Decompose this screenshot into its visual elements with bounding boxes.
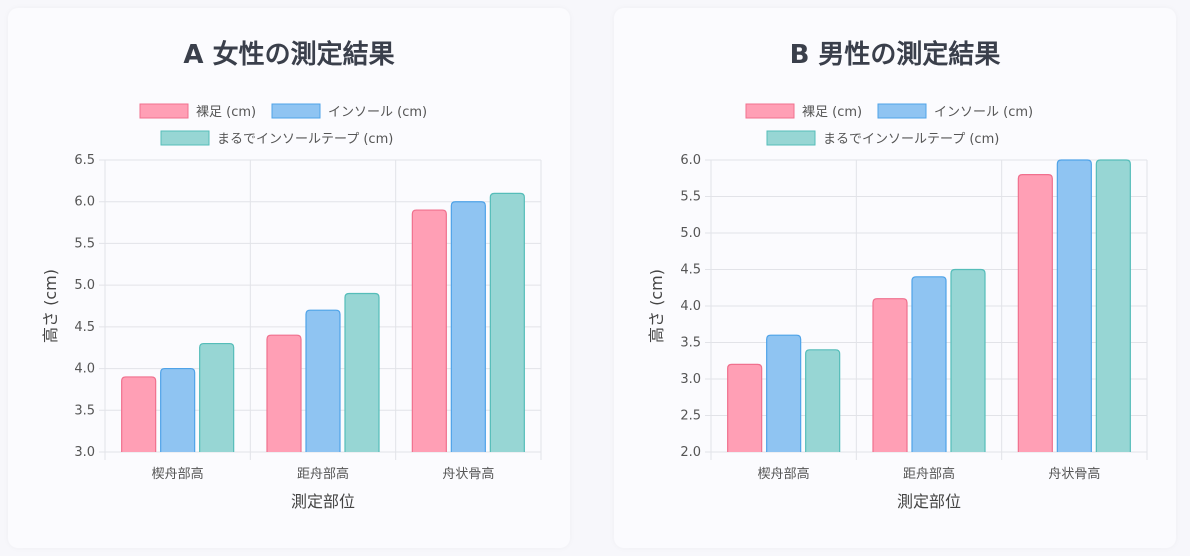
bar-2-2 <box>489 192 525 452</box>
bar-2-2 <box>1095 159 1131 452</box>
x-tick-label: 楔舟部高 <box>758 466 810 482</box>
legend-swatch <box>766 130 816 146</box>
chart-card-b: B 男性の測定結果裸足 (cm) インソール (cm) まるでインソールテープ (c… <box>614 8 1176 548</box>
legend-swatch <box>877 103 927 119</box>
bar-1-2 <box>450 201 486 452</box>
bar-2-1 <box>950 268 986 452</box>
x-tick-label: 距舟部高 <box>297 466 349 482</box>
y-axis-label: 高さ (cm) <box>41 269 60 343</box>
legend-label: まるでインソールテープ (cm) <box>217 132 393 147</box>
chart-title: A 女性の測定結果 <box>183 39 394 70</box>
y-tick-label: 3.0 <box>74 445 95 460</box>
bar-1-1 <box>911 276 947 452</box>
y-axis-label: 高さ (cm) <box>647 269 666 343</box>
bar-1-0 <box>766 334 802 452</box>
bar-2-0 <box>805 349 841 452</box>
legend-label: 裸足 (cm) <box>196 105 256 120</box>
y-tick-label: 5.0 <box>74 278 95 293</box>
x-axis-label: 測定部位 <box>897 492 961 511</box>
legend-label: 裸足 (cm) <box>802 105 862 120</box>
y-tick-label: 6.5 <box>74 153 95 168</box>
bar-0-0 <box>727 363 763 452</box>
y-tick-label: 3.5 <box>680 336 701 351</box>
y-tick-label: 4.5 <box>680 263 701 278</box>
y-tick-label: 5.0 <box>680 226 701 241</box>
legend-label: まるでインソールテープ (cm) <box>823 132 999 147</box>
bar-1-0 <box>160 367 196 452</box>
chart-title: B 男性の測定結果 <box>790 39 1001 70</box>
y-tick-label: 5.5 <box>680 190 701 205</box>
legend-swatch <box>160 130 210 146</box>
bar-1-1 <box>305 309 341 452</box>
y-tick-label: 6.0 <box>680 153 701 168</box>
legend-label: インソール (cm) <box>328 105 427 120</box>
legend-swatch <box>271 103 321 119</box>
x-tick-label: 距舟部高 <box>903 466 955 482</box>
bar-0-0 <box>121 376 157 452</box>
legend-swatch <box>745 103 795 119</box>
y-tick-label: 2.0 <box>680 445 701 460</box>
y-tick-label: 6.0 <box>74 195 95 210</box>
bar-0-2 <box>411 209 447 452</box>
chart-card-a: A 女性の測定結果裸足 (cm) インソール (cm) まるでインソールテープ (c… <box>8 8 570 548</box>
y-tick-label: 2.5 <box>680 409 701 424</box>
legend-label: インソール (cm) <box>934 105 1033 120</box>
y-tick-label: 4.0 <box>74 362 95 377</box>
bar-0-1 <box>266 334 302 452</box>
y-tick-label: 3.0 <box>680 372 701 387</box>
x-tick-label: 舟状骨高 <box>1048 466 1100 482</box>
y-tick-label: 4.0 <box>680 299 701 314</box>
x-tick-label: 舟状骨高 <box>442 466 494 482</box>
legend-swatch <box>139 103 189 119</box>
bar-1-2 <box>1056 159 1092 452</box>
y-tick-label: 3.5 <box>74 403 95 418</box>
x-axis-label: 測定部位 <box>291 492 355 511</box>
x-tick-label: 楔舟部高 <box>152 466 204 482</box>
bar-2-0 <box>199 342 235 452</box>
bar-0-2 <box>1017 174 1053 452</box>
y-tick-label: 4.5 <box>74 320 95 335</box>
bar-0-1 <box>872 298 908 452</box>
bar-2-1 <box>344 292 380 452</box>
y-tick-label: 5.5 <box>74 236 95 251</box>
